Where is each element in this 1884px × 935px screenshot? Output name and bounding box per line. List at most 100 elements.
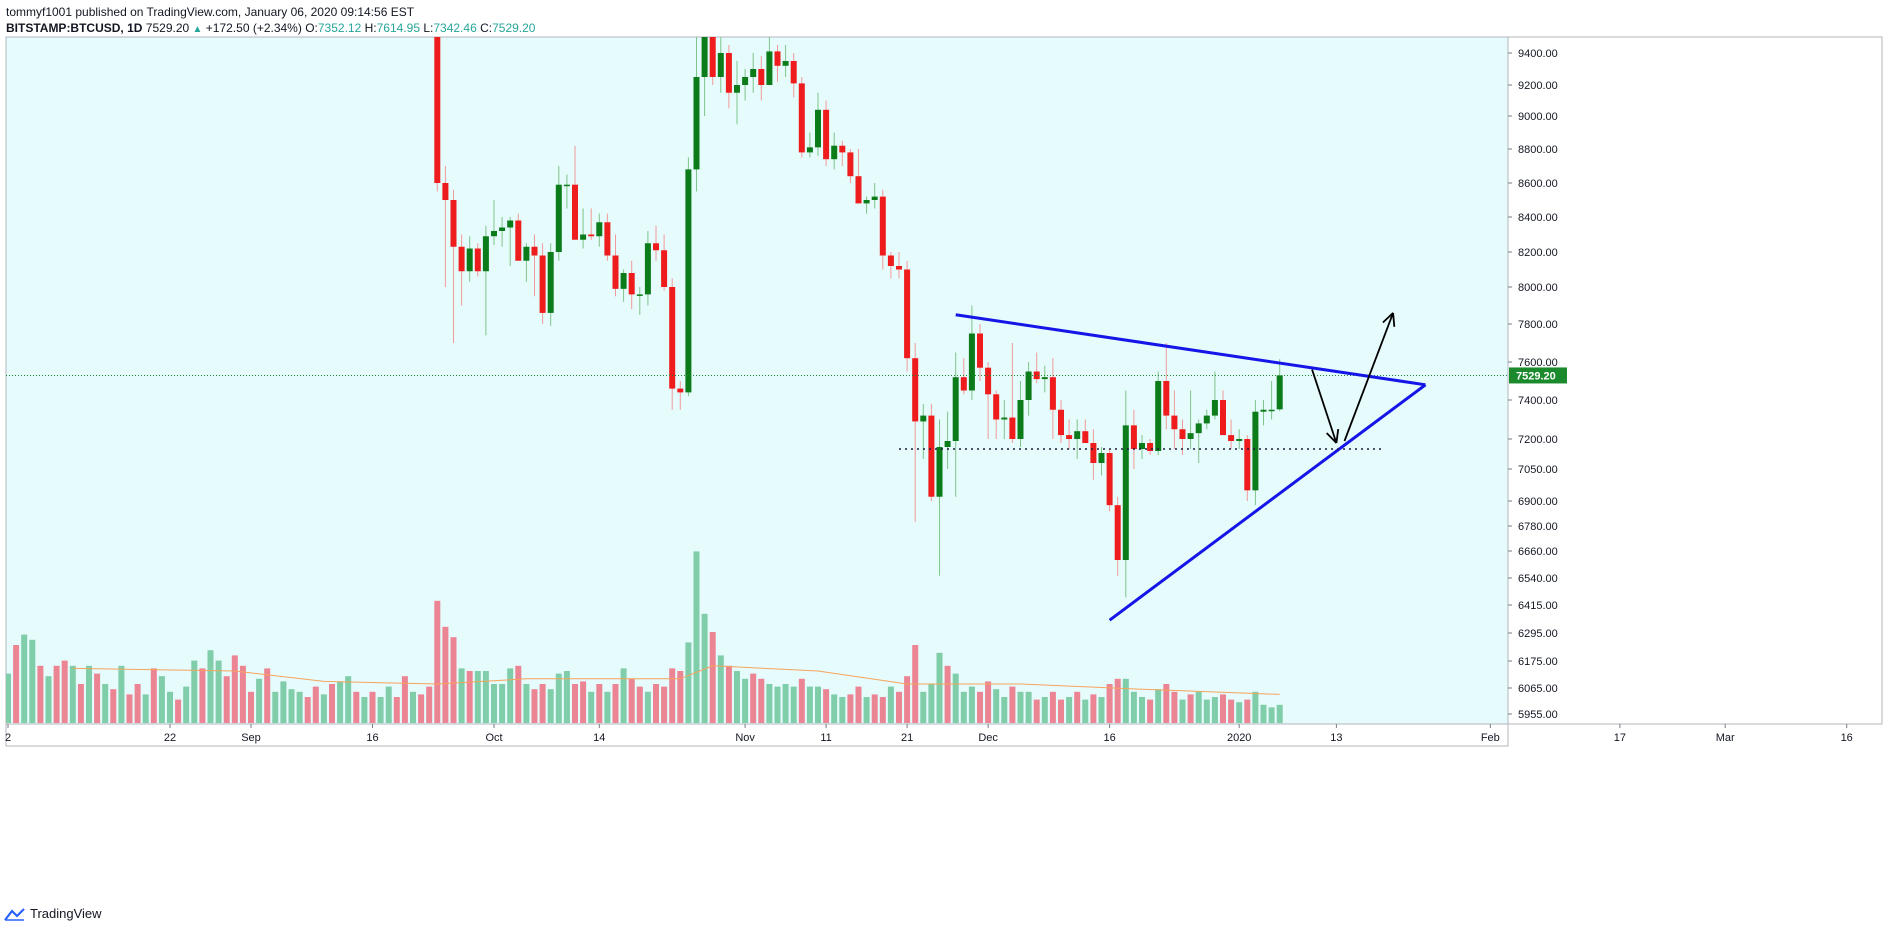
time-tick-label: 22	[164, 732, 176, 744]
candle-body	[1025, 371, 1032, 400]
candle-body	[669, 287, 676, 389]
volume-bar	[1114, 678, 1121, 723]
price-tick-label: 8600.00	[1518, 178, 1558, 190]
candle-body	[612, 255, 619, 289]
candle-body	[701, 37, 708, 77]
volume-bar	[150, 668, 157, 723]
volume-bar	[86, 665, 92, 723]
candle-body	[1203, 415, 1210, 424]
candle-body	[1074, 431, 1081, 439]
volume-bar	[798, 678, 805, 723]
volume-bar	[29, 639, 36, 723]
volume-bar	[1106, 684, 1113, 723]
volume-bar	[588, 691, 595, 723]
time-axis	[5, 723, 1509, 747]
arrow-up	[1343, 312, 1394, 442]
price-tick-label: 7200.00	[1518, 434, 1558, 446]
volume-bar	[53, 665, 60, 723]
candle-body	[750, 69, 757, 77]
price-tick-label: 9200.00	[1518, 80, 1558, 92]
candle-body	[920, 415, 927, 422]
volume-bar	[1260, 704, 1267, 723]
volume-bar	[1163, 684, 1170, 723]
candle-body	[515, 220, 522, 261]
volume-bar	[993, 689, 1000, 723]
candle-body	[555, 184, 562, 252]
volume-bar	[377, 697, 384, 723]
close-label: C:	[480, 21, 493, 35]
candle-body	[806, 147, 813, 153]
volume-bar	[215, 660, 222, 723]
symbol-name[interactable]: BITSTAMP:BTCUSD, 1D	[6, 21, 143, 35]
time-tick-label: 13	[1330, 732, 1342, 744]
candle-body	[717, 53, 724, 77]
candle-body	[1114, 505, 1121, 560]
volume-bar	[94, 673, 101, 723]
volume-bar	[223, 676, 230, 723]
volume-bar	[1195, 691, 1202, 723]
volume-bar	[264, 668, 271, 723]
volume-bar	[337, 681, 344, 723]
price-tick-label: 5955.00	[1518, 709, 1558, 721]
volume-bar	[110, 689, 117, 723]
volume-bar	[256, 678, 263, 723]
candle-body	[928, 415, 935, 497]
change-value: +172.50 (+2.34%)	[205, 21, 302, 35]
volume-bar	[6, 673, 11, 723]
price-axis	[1507, 36, 1883, 725]
time-tick-label: 11	[820, 732, 831, 744]
volume-bar	[717, 655, 724, 723]
last-price-badge	[1509, 367, 1567, 384]
candle-body	[952, 377, 959, 441]
candle-body	[782, 61, 789, 66]
high-label: H:	[364, 21, 377, 35]
volume-bar	[1001, 697, 1008, 723]
time-tick-label: Dec	[978, 732, 998, 744]
volume-bar	[806, 686, 813, 723]
volume-bar	[758, 678, 765, 723]
candle-body	[831, 145, 838, 160]
volume-bar	[863, 697, 870, 723]
volume-bar	[45, 676, 52, 723]
volume-bar	[37, 665, 44, 723]
candle-body	[1220, 400, 1226, 436]
up-triangle-icon: ▲	[192, 24, 203, 35]
volume-bar	[450, 637, 457, 723]
volume-bar	[661, 686, 668, 723]
volume-bar	[418, 694, 425, 723]
candle-body	[725, 53, 732, 93]
volume-bar	[628, 678, 635, 723]
candle-body	[1049, 377, 1056, 410]
brand-name: TradingView	[30, 906, 102, 921]
volume-bar	[563, 671, 570, 723]
candle-body	[823, 109, 830, 160]
volume-bar	[491, 684, 497, 723]
volume-bar	[855, 686, 862, 723]
volume-bar	[572, 684, 578, 723]
candle-body	[790, 61, 797, 84]
volume-bar	[191, 660, 198, 723]
volume-bar	[944, 665, 951, 723]
volume-bar	[766, 684, 773, 723]
volume-bar	[774, 686, 781, 723]
candle-body	[1211, 400, 1218, 416]
volume-ma-line	[72, 665, 1280, 695]
volume-bar	[142, 694, 149, 723]
time-tick-label: 2	[5, 732, 11, 744]
volume-bar	[1098, 697, 1105, 723]
candle-body	[1098, 453, 1105, 463]
candle-body	[563, 184, 570, 187]
price-tick-label: 8000.00	[1518, 282, 1558, 294]
candle-body	[798, 83, 805, 153]
footer-brand[interactable]: TradingView	[4, 906, 102, 921]
candle-body	[871, 196, 878, 200]
price-tick-label: 7050.00	[1518, 464, 1558, 476]
volume-bar	[1179, 699, 1186, 723]
low-value: 7342.46	[433, 21, 477, 35]
candle-body	[474, 248, 481, 272]
volume-bar	[596, 684, 603, 723]
arrow-down-head	[1326, 432, 1338, 444]
volume-bar	[1276, 704, 1283, 723]
price-tick-label: 8800.00	[1518, 144, 1558, 156]
